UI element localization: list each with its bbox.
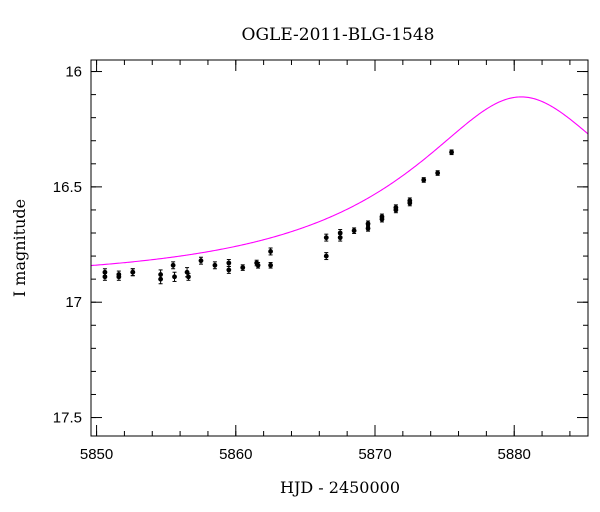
data-marker [379, 214, 385, 220]
y-tick-label: 17.5 [53, 410, 82, 427]
data-point [116, 272, 122, 281]
data-marker [407, 200, 413, 206]
data-point [337, 233, 343, 242]
y-axis-label: I magnitude [10, 199, 29, 297]
plot-frame [90, 59, 589, 437]
data-point [186, 272, 191, 281]
data-point [379, 213, 385, 221]
data-point [170, 261, 176, 270]
data-marker [116, 274, 122, 280]
data-marker [255, 262, 261, 268]
data-point [449, 149, 454, 156]
data-marker [435, 170, 441, 176]
y-tick-labels: 16 16.5 17 17.5 [53, 64, 82, 427]
data-point [172, 271, 177, 282]
chart-title: OGLE-2011-BLG-1548 [242, 25, 435, 45]
data-marker [268, 249, 273, 254]
data-point [240, 264, 246, 271]
data-marker [226, 267, 232, 273]
data-point [268, 262, 273, 269]
data-point [255, 262, 261, 269]
data-marker [268, 262, 273, 268]
data-point [323, 233, 329, 242]
x-axis-label: HJD - 2450000 [280, 478, 400, 497]
data-point [365, 225, 371, 232]
data-marker [323, 235, 329, 241]
data-marker [365, 225, 371, 231]
model-curve [91, 96, 588, 267]
data-point [268, 247, 273, 256]
x-tick-label: 5870 [358, 446, 391, 463]
data-point [435, 170, 441, 176]
data-point [323, 252, 329, 261]
data-marker [449, 149, 454, 155]
data-point [421, 177, 427, 183]
data-point [212, 261, 218, 270]
data-marker [323, 253, 329, 259]
data-marker [337, 235, 343, 241]
data-marker [365, 221, 371, 227]
x-tick-label: 5850 [80, 446, 113, 463]
x-tick-label: 5860 [219, 446, 252, 463]
data-point [130, 268, 136, 277]
data-marker [130, 269, 136, 275]
data-marker [158, 276, 164, 282]
data-point [102, 272, 108, 281]
major-ticks [91, 60, 588, 436]
data-marker [226, 260, 232, 266]
data-marker [186, 274, 191, 280]
x-tick-labels: 5850 5860 5870 5880 [80, 446, 531, 463]
data-point [407, 199, 413, 207]
data-marker [102, 274, 108, 280]
data-marker [240, 265, 246, 271]
data-marker [393, 207, 399, 213]
data-marker [212, 262, 218, 268]
data-point [198, 256, 204, 265]
data-marker [421, 177, 427, 183]
data-point [226, 265, 232, 274]
data-point [226, 259, 232, 267]
data-point [158, 274, 164, 285]
minor-ticks [91, 60, 588, 436]
y-tick-label: 16.5 [53, 179, 82, 196]
data-marker [170, 262, 176, 268]
data-marker [172, 274, 177, 280]
y-tick-label: 16 [65, 64, 82, 81]
data-point [351, 227, 357, 234]
y-tick-label: 17 [65, 294, 82, 311]
data-point [393, 206, 399, 214]
data-marker [198, 258, 204, 264]
x-tick-label: 5880 [498, 446, 531, 463]
data-points [102, 149, 454, 285]
data-marker [351, 228, 357, 234]
